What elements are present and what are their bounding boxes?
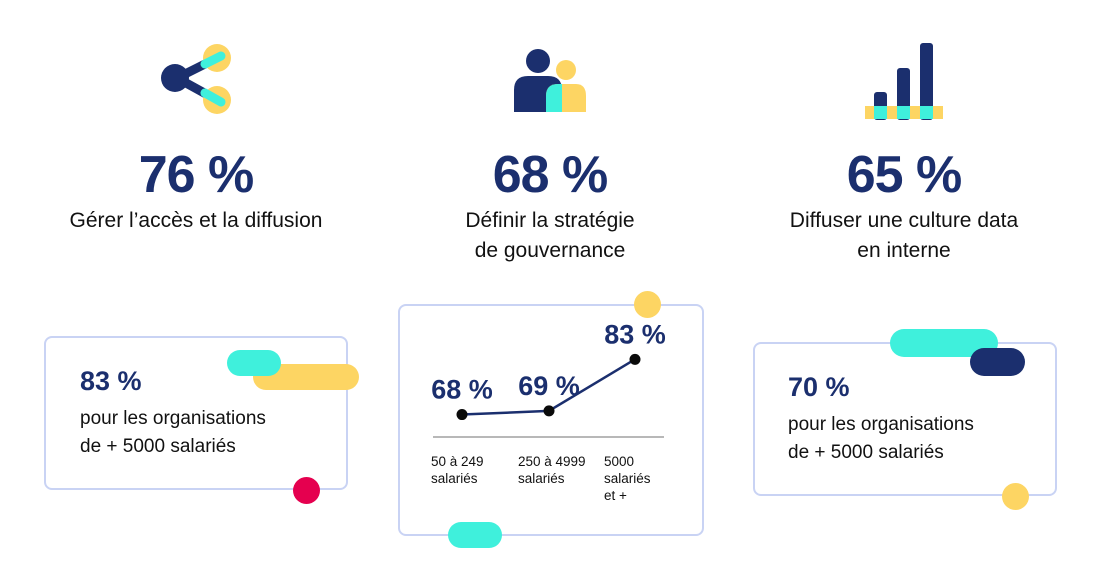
x-tick-label-3-line-1: 5000 bbox=[604, 454, 634, 469]
right-card-percent: 70 % bbox=[788, 372, 850, 402]
left-card-cyan-pill bbox=[227, 350, 281, 376]
x-tick-label-1-line-1: 50 à 249 bbox=[431, 454, 484, 469]
data-point-3 bbox=[629, 353, 641, 365]
right-card-text: pour les organisations de + 5000 salarié… bbox=[788, 411, 974, 467]
data-label-2: 69 % bbox=[518, 371, 580, 401]
stat-percent-3: 65 % bbox=[846, 146, 963, 204]
right-card-line2: de + 5000 salariés bbox=[788, 442, 944, 463]
data-label-3: 83 % bbox=[604, 319, 666, 349]
x-tick-label-2-line-2: salariés bbox=[518, 471, 565, 486]
stat-label-2-line2: de gouvernance bbox=[474, 239, 626, 262]
stat-label-3: Diffuser une culture data en interne bbox=[734, 206, 1074, 266]
left-card-line1: pour les organisations bbox=[80, 408, 266, 429]
data-point-1 bbox=[456, 409, 468, 421]
data-point-2 bbox=[543, 405, 555, 417]
right-card-yellow-dot bbox=[1002, 483, 1029, 510]
left-card-line2: de + 5000 salariés bbox=[80, 436, 236, 457]
stat-label-3-line2: en interne bbox=[857, 239, 951, 262]
stat-label-3-line1: Diffuser une culture data bbox=[789, 209, 1019, 232]
left-card bbox=[44, 336, 348, 490]
chart-card bbox=[398, 304, 704, 536]
x-tick-label-2-line-1: 250 à 4999 bbox=[518, 454, 586, 469]
right-card-navy-pill bbox=[970, 348, 1025, 376]
stat-label-2-line1: Définir la stratégie bbox=[465, 209, 635, 232]
share-icon bbox=[161, 44, 231, 114]
left-card-pink-dot bbox=[293, 477, 320, 504]
stat-percent-2: 68 % bbox=[492, 146, 609, 204]
bar-chart-icon bbox=[865, 43, 943, 120]
left-card-percent: 83 % bbox=[80, 366, 142, 396]
chart-card-cyan-pill bbox=[448, 522, 502, 548]
x-tick-label-3-line-3: et + bbox=[604, 488, 627, 503]
x-tick-label-1-line-2: salariés bbox=[431, 471, 478, 486]
stat-label-1-line1: Gérer l’accès et la diffusion bbox=[69, 209, 323, 232]
data-label-1: 68 % bbox=[431, 375, 493, 405]
line-chart: 68 % 69 % 83 % 50 à 249 salariés 250 à 4999 sa… bbox=[431, 319, 666, 503]
chart-card-yellow-dot bbox=[634, 291, 661, 318]
right-card-line1: pour les organisations bbox=[788, 414, 974, 435]
stat-label-2: Définir la stratégie de gouvernance bbox=[380, 206, 720, 266]
stat-label-1: Gérer l’accès et la diffusion bbox=[26, 206, 366, 236]
left-card-text: pour les organisations de + 5000 salarié… bbox=[80, 405, 266, 461]
people-icon bbox=[514, 49, 586, 112]
stat-percent-1: 76 % bbox=[138, 146, 255, 204]
x-tick-label-3-line-2: salariés bbox=[604, 471, 651, 486]
